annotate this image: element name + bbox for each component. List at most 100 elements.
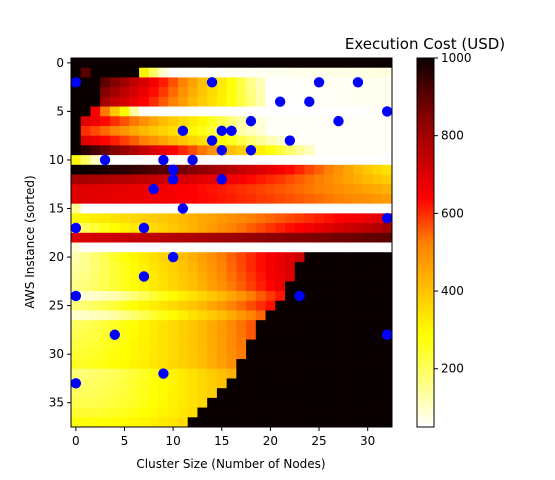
heatmap-cell (168, 58, 179, 69)
heatmap-cell (236, 223, 247, 234)
heatmap-cell (236, 281, 247, 292)
heatmap-cell (168, 349, 179, 360)
heatmap-cell (178, 281, 189, 292)
heatmap-cell (372, 359, 383, 370)
heatmap-cell (71, 135, 82, 146)
heatmap-cell (314, 58, 325, 69)
heatmap-cell (187, 261, 199, 273)
heatmap-cell (246, 349, 257, 360)
heatmap-cell (314, 125, 325, 137)
heatmap-cell (372, 252, 383, 263)
heatmap-cell (255, 77, 267, 88)
heatmap-cell (226, 300, 237, 312)
heatmap-cell (187, 106, 199, 117)
data-point (206, 77, 218, 88)
heatmap-cell (71, 203, 82, 214)
heatmap-cell (323, 203, 335, 214)
heatmap-cell (236, 116, 247, 127)
heatmap-cell (80, 203, 92, 214)
heatmap-cell (353, 145, 364, 156)
heatmap-cell (216, 281, 228, 292)
heatmap-cell (372, 164, 383, 176)
heatmap-cell (343, 349, 354, 360)
heatmap-cell (71, 145, 82, 156)
heatmap-cell (100, 164, 111, 176)
heatmap-cell (119, 368, 130, 380)
heatmap-cell (275, 232, 286, 244)
heatmap-cell (314, 96, 325, 108)
heatmap-cell (246, 203, 257, 214)
heatmap-cell (353, 193, 364, 205)
heatmap-cell (139, 397, 150, 409)
heatmap-cell (71, 388, 82, 399)
heatmap-cell (100, 271, 111, 282)
heatmap-cell (314, 349, 325, 360)
heatmap-cell (246, 407, 257, 418)
heatmap-cell (90, 106, 101, 117)
heatmap-cell (382, 349, 392, 360)
heatmap-cell (314, 300, 325, 312)
heatmap-cell (314, 271, 325, 282)
heatmap-cell (100, 125, 111, 137)
heatmap-cell (129, 77, 140, 88)
heatmap-cell (197, 164, 208, 176)
heatmap-cell (353, 300, 364, 312)
heatmap-cell (285, 291, 296, 302)
heatmap-cell (382, 77, 392, 88)
heatmap-cell (139, 77, 150, 88)
heatmap-cell (187, 368, 199, 380)
heatmap-cell (119, 77, 130, 88)
heatmap-cell (119, 242, 130, 253)
heatmap-cell (372, 368, 383, 380)
heatmap-cell (158, 339, 169, 350)
heatmap-cell (148, 300, 160, 312)
heatmap-cell (246, 359, 257, 370)
heatmap-cell (226, 184, 237, 195)
data-point (71, 77, 82, 88)
heatmap-cell (314, 329, 325, 341)
heatmap-cell (80, 145, 92, 156)
heatmap-cell (285, 310, 296, 321)
heatmap-cell (197, 388, 208, 399)
heatmap-cell (343, 339, 354, 350)
heatmap-cell (353, 281, 364, 292)
heatmap-cell (333, 310, 344, 321)
heatmap-cell (100, 339, 111, 350)
heatmap-cell (343, 116, 354, 127)
heatmap-cell (207, 203, 218, 214)
heatmap-cell (178, 339, 189, 350)
heatmap-cell (236, 125, 247, 137)
heatmap-cell (197, 242, 208, 253)
heatmap-cell (109, 125, 121, 137)
heatmap-cell (372, 271, 383, 282)
heatmap-cell (265, 378, 276, 389)
heatmap-cell (100, 261, 111, 273)
heatmap-cell (343, 145, 354, 156)
heatmap-cell (265, 164, 276, 176)
heatmap-cell (187, 291, 199, 302)
heatmap-cell (285, 106, 296, 117)
heatmap-cell (109, 320, 121, 331)
heatmap-cell (333, 135, 344, 146)
heatmap-cell (197, 349, 208, 360)
heatmap-cell (178, 145, 189, 156)
heatmap-cell (353, 407, 364, 418)
heatmap-cell (294, 96, 306, 108)
heatmap-cell (255, 87, 267, 98)
heatmap-cell (246, 58, 257, 69)
heatmap-cell (323, 359, 335, 370)
heatmap-cell (80, 164, 92, 176)
heatmap-cell (187, 67, 199, 79)
heatmap-cell (275, 155, 286, 166)
heatmap-cell (207, 261, 218, 273)
heatmap-cell (197, 271, 208, 282)
heatmap-cell (353, 388, 364, 399)
heatmap-cell (333, 261, 344, 273)
heatmap-cell (362, 87, 374, 98)
heatmap-cell (71, 310, 82, 321)
heatmap-cell (275, 58, 286, 69)
heatmap-cell (372, 417, 383, 427)
heatmap-cell (216, 252, 228, 263)
heatmap-cell (255, 193, 267, 205)
